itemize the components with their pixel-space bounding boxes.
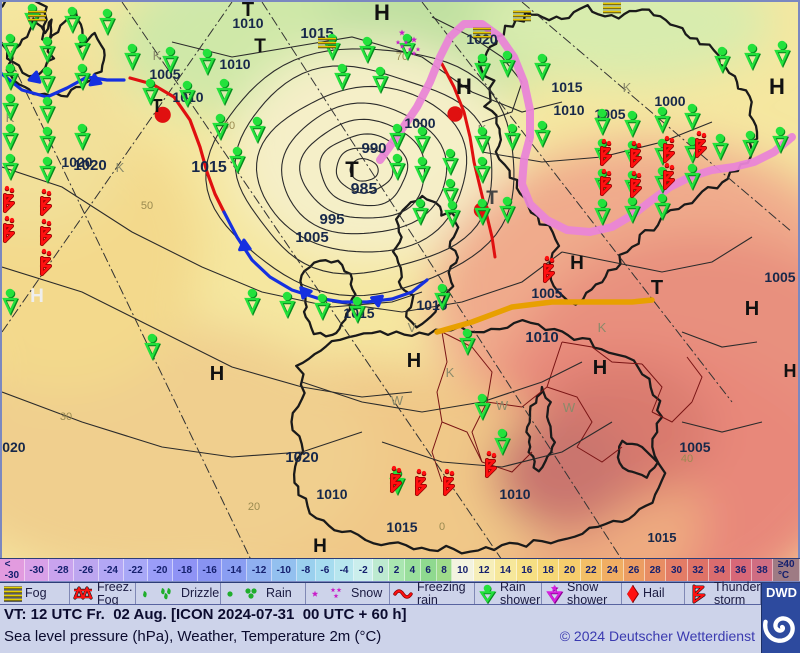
svg-text:1015: 1015 xyxy=(386,519,417,535)
svg-text:990: 990 xyxy=(361,140,386,157)
svg-text:H: H xyxy=(210,363,224,385)
svg-text:T: T xyxy=(254,36,266,57)
svg-text:H: H xyxy=(313,536,327,557)
svg-text:1020: 1020 xyxy=(2,439,26,455)
svg-text:20: 20 xyxy=(248,501,260,513)
svg-text:1000: 1000 xyxy=(654,93,685,109)
svg-text:W: W xyxy=(563,400,576,415)
svg-text:1010: 1010 xyxy=(499,486,530,502)
svg-text:985: 985 xyxy=(351,181,378,198)
svg-text:H: H xyxy=(769,74,785,99)
svg-text:50: 50 xyxy=(141,200,153,212)
svg-text:1005: 1005 xyxy=(531,285,562,301)
svg-text:DWD: DWD xyxy=(766,585,797,600)
svg-text:1020: 1020 xyxy=(285,449,318,466)
svg-text:H: H xyxy=(456,74,472,99)
svg-text:K: K xyxy=(153,48,162,63)
svg-text:1010: 1010 xyxy=(219,56,250,72)
svg-text:1005: 1005 xyxy=(295,229,328,246)
svg-text:W: W xyxy=(496,398,509,413)
svg-text:1020: 1020 xyxy=(61,154,92,170)
svg-text:H: H xyxy=(784,361,797,381)
svg-text:0: 0 xyxy=(439,521,445,533)
svg-text:30: 30 xyxy=(60,411,72,423)
svg-text:H: H xyxy=(745,298,759,320)
svg-text:K: K xyxy=(446,365,455,380)
svg-text:H: H xyxy=(407,350,421,372)
svg-text:1010: 1010 xyxy=(316,486,347,502)
svg-text:H: H xyxy=(30,286,44,307)
svg-text:V: V xyxy=(408,320,417,335)
svg-text:995: 995 xyxy=(319,211,344,228)
svg-text:K: K xyxy=(598,320,607,335)
svg-text:H: H xyxy=(593,357,607,379)
svg-text:H: H xyxy=(374,2,390,25)
svg-text:K: K xyxy=(116,160,125,175)
svg-text:W: W xyxy=(391,393,404,408)
svg-text:T: T xyxy=(486,188,498,209)
svg-text:T: T xyxy=(242,2,254,21)
svg-text:1010: 1010 xyxy=(525,329,558,346)
svg-text:H: H xyxy=(570,253,584,274)
svg-text:1005: 1005 xyxy=(764,269,795,285)
svg-text:1015: 1015 xyxy=(551,79,582,95)
svg-text:1005: 1005 xyxy=(149,66,180,82)
svg-text:T: T xyxy=(345,157,359,182)
svg-text:K: K xyxy=(623,80,632,95)
svg-text:T: T xyxy=(651,277,663,299)
svg-text:1015: 1015 xyxy=(648,530,677,545)
svg-text:1010: 1010 xyxy=(553,102,584,118)
svg-text:40: 40 xyxy=(681,453,693,465)
svg-text:1015: 1015 xyxy=(191,159,227,176)
